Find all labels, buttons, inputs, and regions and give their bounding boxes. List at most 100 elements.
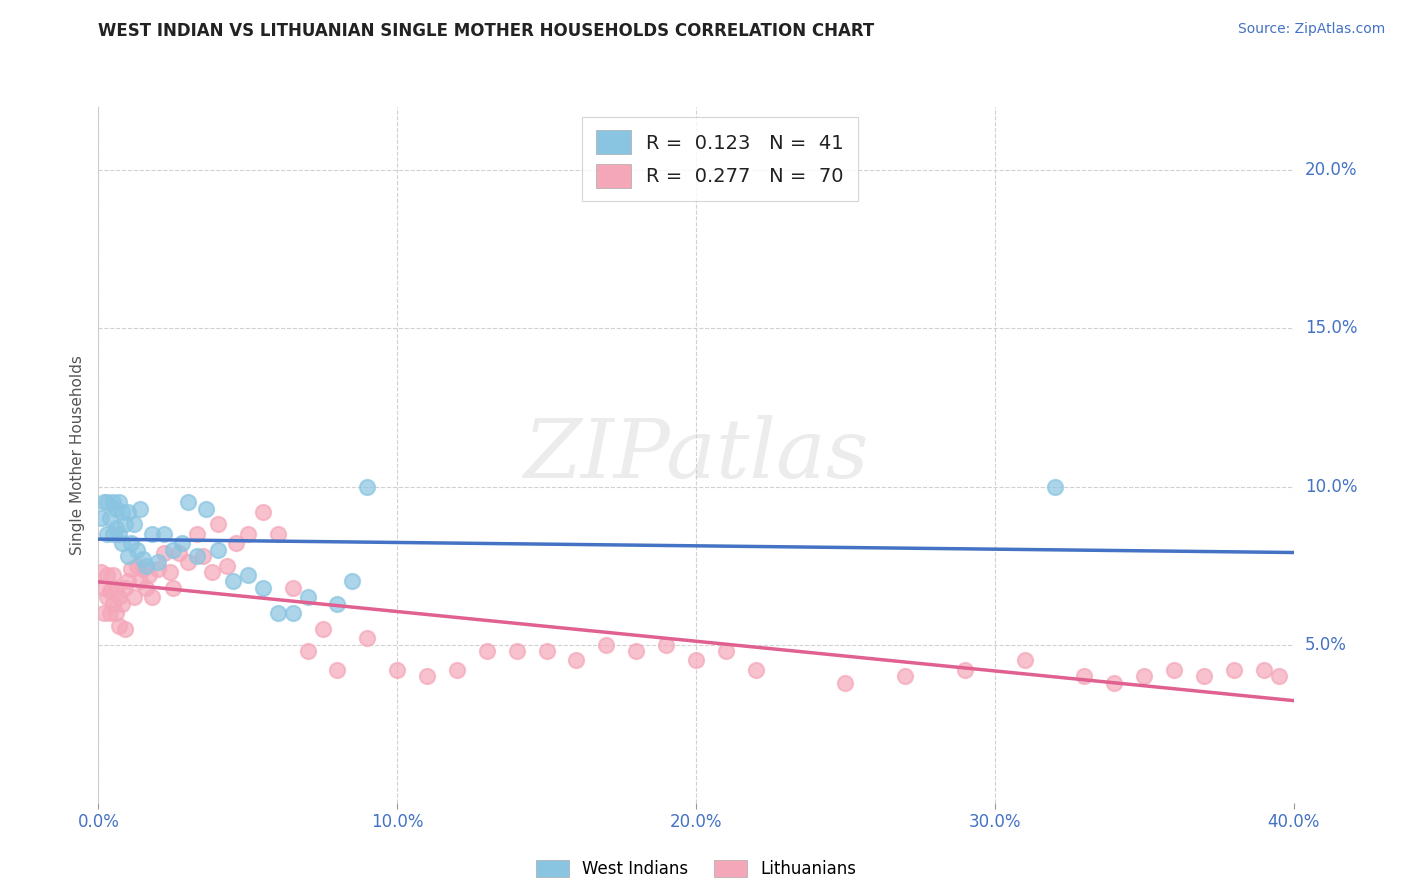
- Point: [191, 549, 214, 563]
- Point: [148, 562, 170, 576]
- Point: [201, 565, 224, 579]
- Point: [1223, 663, 1246, 677]
- Point: [93, 581, 115, 595]
- Point: [141, 591, 163, 605]
- Point: [124, 517, 146, 532]
- Point: [114, 622, 136, 636]
- Point: [103, 597, 125, 611]
- Point: [1253, 663, 1275, 677]
- Point: [446, 663, 468, 677]
- Text: ZIPatlas: ZIPatlas: [523, 415, 869, 495]
- Point: [297, 591, 319, 605]
- Point: [595, 638, 617, 652]
- Point: [1104, 675, 1126, 690]
- Point: [1192, 669, 1215, 683]
- Point: [356, 632, 378, 646]
- Text: Source: ZipAtlas.com: Source: ZipAtlas.com: [1237, 22, 1385, 37]
- Point: [624, 644, 647, 658]
- Point: [103, 568, 125, 582]
- Point: [297, 644, 319, 658]
- Text: 15.0%: 15.0%: [1305, 319, 1357, 337]
- Point: [138, 568, 160, 582]
- Point: [153, 527, 176, 541]
- Point: [342, 574, 364, 589]
- Point: [236, 568, 259, 582]
- Point: [311, 622, 333, 636]
- Point: [120, 562, 142, 576]
- Point: [536, 644, 558, 658]
- Point: [356, 479, 378, 493]
- Point: [1073, 669, 1095, 683]
- Point: [714, 644, 737, 658]
- Point: [252, 505, 274, 519]
- Point: [162, 581, 184, 595]
- Point: [117, 505, 139, 519]
- Point: [207, 517, 229, 532]
- Point: [93, 495, 115, 509]
- Point: [385, 663, 409, 677]
- Point: [326, 663, 349, 677]
- Point: [685, 653, 707, 667]
- Point: [506, 644, 529, 658]
- Point: [326, 597, 349, 611]
- Point: [167, 546, 190, 560]
- Point: [267, 606, 290, 620]
- Point: [135, 558, 157, 573]
- Point: [103, 527, 125, 541]
- Point: [108, 618, 131, 632]
- Point: [90, 511, 112, 525]
- Text: 10.0%: 10.0%: [1305, 477, 1357, 496]
- Point: [416, 669, 439, 683]
- Point: [114, 581, 136, 595]
- Point: [129, 501, 152, 516]
- Point: [252, 581, 274, 595]
- Y-axis label: Single Mother Households: Single Mother Households: [70, 355, 86, 555]
- Text: 5.0%: 5.0%: [1305, 636, 1347, 654]
- Point: [207, 542, 229, 557]
- Point: [1267, 669, 1289, 683]
- Point: [114, 517, 136, 532]
- Point: [108, 591, 131, 605]
- Point: [1014, 653, 1036, 667]
- Legend: West Indians, Lithuanians: West Indians, Lithuanians: [529, 854, 863, 885]
- Point: [105, 606, 128, 620]
- Point: [103, 495, 125, 509]
- Point: [132, 562, 155, 576]
- Point: [215, 558, 238, 573]
- Point: [117, 574, 139, 589]
- Point: [745, 663, 768, 677]
- Point: [129, 574, 152, 589]
- Point: [267, 527, 290, 541]
- Point: [120, 536, 142, 550]
- Point: [194, 501, 218, 516]
- Point: [96, 527, 118, 541]
- Point: [1043, 479, 1066, 493]
- Point: [655, 638, 678, 652]
- Point: [98, 606, 122, 620]
- Point: [172, 536, 194, 550]
- Point: [96, 495, 118, 509]
- Point: [98, 583, 122, 598]
- Point: [186, 527, 208, 541]
- Point: [281, 581, 304, 595]
- Point: [108, 527, 131, 541]
- Text: 20.0%: 20.0%: [1305, 161, 1357, 179]
- Point: [105, 581, 128, 595]
- Point: [177, 495, 200, 509]
- Point: [148, 556, 170, 570]
- Point: [475, 644, 498, 658]
- Point: [1163, 663, 1185, 677]
- Point: [127, 542, 149, 557]
- Point: [281, 606, 304, 620]
- Point: [222, 574, 245, 589]
- Point: [108, 495, 131, 509]
- Point: [105, 521, 128, 535]
- Point: [96, 591, 118, 605]
- Point: [98, 511, 122, 525]
- Point: [1133, 669, 1156, 683]
- Point: [565, 653, 588, 667]
- Point: [132, 552, 155, 566]
- Point: [159, 565, 181, 579]
- Point: [162, 542, 184, 557]
- Point: [153, 546, 176, 560]
